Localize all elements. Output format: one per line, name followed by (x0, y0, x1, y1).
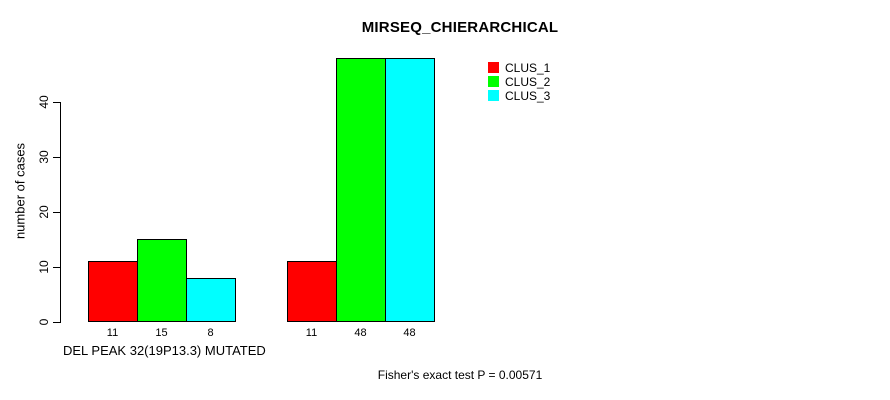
footer-note: Fisher's exact test P = 0.00571 (377, 368, 543, 382)
legend-label: CLUS_1 (505, 60, 551, 75)
y-tick-mark (53, 322, 60, 323)
legend-label: CLUS_2 (505, 74, 551, 89)
legend-item-clus_2: CLUS_2 (488, 74, 551, 89)
legend-label: CLUS_3 (505, 88, 551, 103)
y-tick-label: 40 (37, 95, 51, 109)
legend-item-clus_1: CLUS_1 (488, 60, 551, 75)
bar-clus_2-group1 (137, 239, 187, 322)
bar-clus_2-group2 (336, 58, 386, 322)
legend-item-clus_3: CLUS_3 (488, 88, 551, 103)
bar-clus_1-group1 (88, 261, 138, 322)
bar-value-label: 48 (354, 327, 367, 339)
bar-value-label: 48 (403, 327, 416, 339)
y-tick-label: 30 (37, 150, 51, 164)
y-axis-label: number of cases (12, 142, 28, 240)
legend-swatch-clus_2 (488, 76, 499, 87)
y-tick-mark (53, 267, 60, 268)
y-tick-mark (53, 102, 60, 103)
bar-value-label: 15 (155, 327, 168, 339)
y-axis-line (60, 102, 61, 323)
bar-value-label: 8 (207, 327, 214, 339)
bar-clus_3-group1 (186, 278, 236, 322)
y-tick-label: 20 (37, 205, 51, 219)
bar-value-label: 11 (106, 327, 119, 339)
legend-swatch-clus_3 (488, 90, 499, 101)
y-tick-label: 10 (37, 260, 51, 274)
y-tick-mark (53, 157, 60, 158)
bar-clus_3-group2 (385, 58, 435, 322)
y-tick-mark (53, 212, 60, 213)
y-tick-label: 0 (37, 318, 51, 326)
bar-clus_1-group2 (287, 261, 337, 322)
chart-title: MIRSEQ_CHIERARCHICAL (361, 19, 559, 36)
legend: CLUS_1 CLUS_2 CLUS_3 (488, 60, 551, 104)
x-axis-label: DEL PEAK 32(19P13.3) MUTATED (63, 343, 266, 358)
bar-value-label: 11 (305, 327, 318, 339)
legend-swatch-clus_1 (488, 62, 499, 73)
